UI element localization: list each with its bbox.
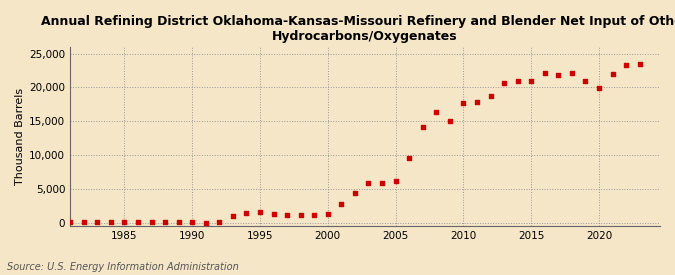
Point: [499, 81, 510, 85]
Point: [444, 119, 455, 123]
Point: [621, 63, 632, 67]
Point: [187, 220, 198, 224]
Point: [268, 212, 279, 217]
Point: [200, 221, 211, 226]
Title: Annual Refining District Oklahoma-Kansas-Missouri Refinery and Blender Net Input: Annual Refining District Oklahoma-Kansas…: [41, 15, 675, 43]
Point: [431, 109, 441, 114]
Point: [323, 212, 333, 217]
Point: [78, 220, 89, 224]
Point: [472, 100, 483, 104]
Point: [377, 180, 387, 185]
Y-axis label: Thousand Barrels: Thousand Barrels: [15, 88, 25, 185]
Point: [539, 71, 550, 75]
Point: [553, 72, 564, 77]
Point: [227, 214, 238, 219]
Point: [132, 220, 143, 224]
Point: [593, 86, 604, 90]
Point: [241, 211, 252, 215]
Point: [485, 94, 496, 98]
Point: [512, 78, 523, 83]
Point: [92, 220, 103, 225]
Point: [363, 181, 374, 186]
Point: [336, 201, 347, 206]
Point: [214, 220, 225, 224]
Point: [417, 124, 428, 129]
Point: [281, 213, 292, 217]
Point: [404, 155, 414, 160]
Point: [65, 220, 76, 225]
Point: [119, 220, 130, 224]
Point: [390, 179, 401, 183]
Point: [105, 220, 116, 224]
Point: [580, 78, 591, 83]
Point: [350, 191, 360, 196]
Point: [146, 220, 157, 224]
Point: [254, 210, 265, 214]
Point: [458, 101, 468, 105]
Point: [173, 220, 184, 224]
Point: [566, 70, 577, 75]
Point: [295, 213, 306, 217]
Point: [607, 72, 618, 76]
Point: [160, 220, 171, 224]
Text: Source: U.S. Energy Information Administration: Source: U.S. Energy Information Administ…: [7, 262, 238, 272]
Point: [309, 213, 320, 217]
Point: [526, 78, 537, 83]
Point: [634, 62, 645, 66]
